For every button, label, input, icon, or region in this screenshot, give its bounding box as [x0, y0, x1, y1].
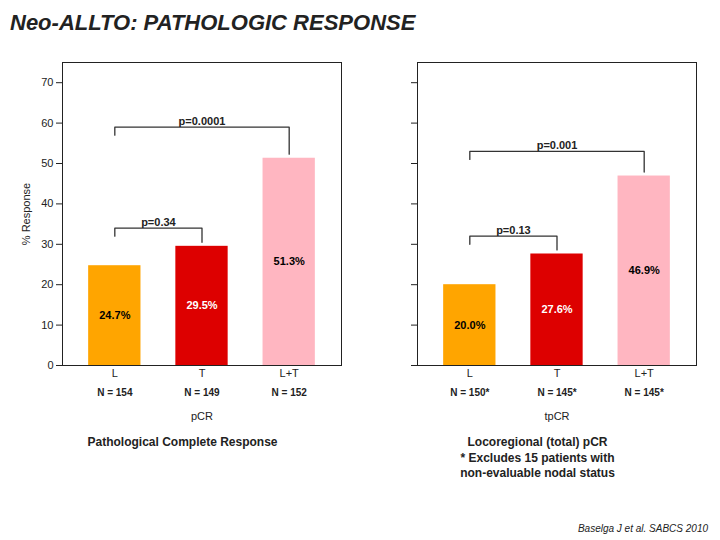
- svg-text:24.7%: 24.7%: [99, 309, 130, 321]
- svg-text:N = 154: N = 154: [97, 387, 133, 398]
- svg-text:N = 150*: N = 150*: [450, 387, 489, 398]
- svg-text:N = 145*: N = 145*: [625, 387, 664, 398]
- svg-text:p=0.001: p=0.001: [537, 139, 578, 151]
- svg-text:p=0.13: p=0.13: [496, 224, 531, 236]
- svg-text:29.5%: 29.5%: [186, 299, 217, 311]
- svg-text:10: 10: [41, 319, 53, 331]
- svg-text:70: 70: [41, 76, 53, 88]
- svg-text:N = 149: N = 149: [184, 387, 220, 398]
- svg-text:T: T: [199, 367, 206, 379]
- svg-text:30: 30: [41, 238, 53, 250]
- svg-text:T: T: [554, 367, 561, 379]
- svg-text:51.3%: 51.3%: [274, 255, 305, 267]
- html-text:Baselga J et al. SABCS 2010: Baselga J et al. SABCS 2010: [577, 523, 708, 534]
- svg-text:% Response: % Response: [20, 183, 32, 245]
- svg-text:L+T: L+T: [280, 367, 300, 379]
- svg-text:27.6%: 27.6%: [541, 303, 572, 315]
- svg-text:pCR: pCR: [191, 410, 213, 422]
- svg-text:40: 40: [41, 197, 53, 209]
- svg-text:p=0.0001: p=0.0001: [179, 115, 226, 127]
- svg-text:L: L: [112, 367, 118, 379]
- svg-text:60: 60: [41, 117, 53, 129]
- html-text:Pathological Complete Response: Pathological Complete Response: [87, 435, 278, 449]
- html-text:Neo-ALLTO: PATHOLOGIC RESPONSE: Neo-ALLTO: PATHOLOGIC RESPONSE: [10, 10, 416, 35]
- html-text:Locoregional (total) pCR * Exc: Locoregional (total) pCR * Excludes 15 p…: [460, 435, 615, 481]
- svg-text:p=0.34: p=0.34: [141, 216, 176, 228]
- svg-text:20.0%: 20.0%: [454, 319, 485, 331]
- svg-text:20: 20: [41, 278, 53, 290]
- svg-text:L: L: [467, 367, 473, 379]
- svg-text:N = 152: N = 152: [272, 387, 308, 398]
- svg-text:tpCR: tpCR: [544, 410, 569, 422]
- svg-text:N = 145*: N = 145*: [537, 387, 576, 398]
- svg-text:50: 50: [41, 157, 53, 169]
- svg-text:L+T: L+T: [635, 367, 655, 379]
- svg-text:0: 0: [47, 359, 53, 371]
- svg-text:46.9%: 46.9%: [629, 264, 660, 276]
